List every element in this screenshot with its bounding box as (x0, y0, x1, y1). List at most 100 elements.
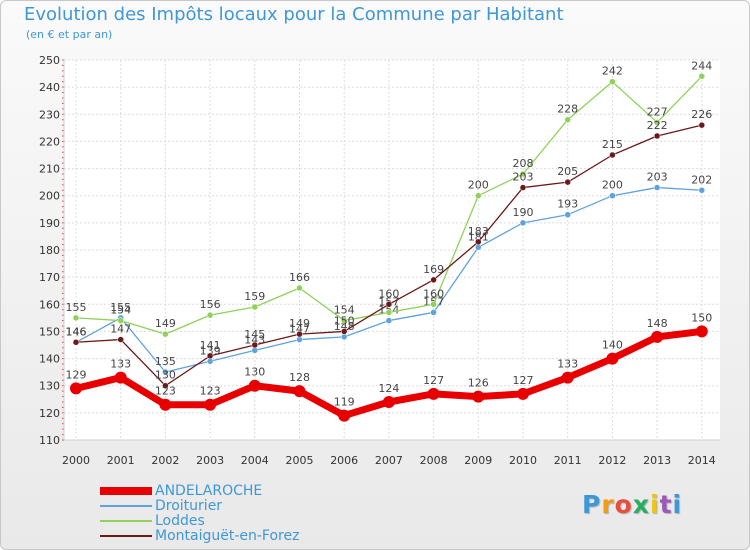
data-label: 226 (691, 108, 712, 121)
series-andelaroche: 129 133 123 123 130 128 119 124 127 126 127 133 140 1… (66, 311, 712, 422)
data-point (206, 358, 214, 365)
data-label: 150 (334, 314, 355, 327)
data-label: 123 (155, 385, 176, 398)
y-tick-label: 190 (39, 217, 60, 230)
data-point (251, 341, 259, 349)
x-tick-label: 2005 (286, 454, 314, 467)
y-tick-label: 130 (39, 380, 60, 393)
data-point (564, 211, 571, 218)
data-label: 149 (289, 317, 310, 330)
data-label: 146 (66, 325, 87, 338)
data-point (430, 301, 437, 308)
data-label: 127 (423, 374, 444, 387)
data-label: 127 (513, 374, 534, 387)
data-point (475, 244, 482, 251)
chart-subtitle: (en € et par an) (26, 28, 113, 41)
data-point (653, 119, 661, 126)
data-point (296, 330, 303, 338)
data-label: 126 (468, 377, 489, 390)
data-point (385, 309, 393, 316)
data-point (338, 409, 351, 422)
data-label: 169 (423, 263, 444, 276)
data-label: 129 (66, 368, 87, 381)
x-tick-label: 2014 (688, 454, 716, 467)
data-label: 155 (66, 301, 87, 314)
data-label: 123 (200, 385, 221, 398)
data-label: 208 (513, 157, 534, 170)
data-label: 203 (647, 171, 668, 184)
y-tick-label: 180 (39, 244, 60, 257)
data-point (606, 352, 619, 365)
x-tick-label: 2012 (598, 454, 626, 467)
data-point (72, 339, 80, 346)
data-label: 154 (110, 304, 131, 317)
data-point (382, 396, 395, 408)
data-point (251, 303, 259, 311)
legend-label: ANDELAROCHE (155, 483, 263, 499)
logo-letter: r (601, 490, 615, 519)
data-label: 159 (244, 290, 265, 303)
data-point (296, 336, 303, 343)
data-point (653, 184, 661, 191)
data-point (519, 184, 527, 191)
data-label: 150 (691, 311, 712, 324)
data-label: 124 (378, 382, 399, 395)
data-label: 183 (468, 225, 489, 238)
data-point (340, 333, 348, 341)
x-tick-label: 2003 (196, 454, 224, 467)
data-point (206, 311, 214, 319)
y-tick-label: 160 (39, 298, 60, 311)
x-tick-label: 2000 (62, 454, 90, 467)
data-point (251, 347, 259, 354)
data-point (564, 116, 571, 123)
data-point (472, 390, 485, 403)
data-point (117, 336, 124, 343)
data-point (695, 325, 708, 338)
data-label: 227 (647, 105, 668, 118)
data-point (430, 309, 437, 316)
data-label: 222 (647, 119, 668, 132)
data-label: 141 (200, 339, 221, 352)
data-label: 244 (691, 59, 712, 72)
legend-swatch (100, 487, 152, 495)
x-tick-label: 2006 (330, 454, 358, 467)
x-tick-label: 2001 (107, 454, 135, 467)
y-tick-label: 120 (39, 407, 60, 420)
data-point (162, 382, 169, 389)
data-label: 181 (468, 230, 489, 243)
y-tick-label: 140 (39, 353, 60, 366)
data-label: 160 (423, 287, 444, 300)
data-point (561, 371, 574, 384)
chart-title: Evolution des Impôts locaux pour la Comm… (24, 4, 564, 25)
data-point (517, 387, 529, 400)
data-label: 154 (334, 304, 355, 317)
y-tick-label: 250 (39, 54, 60, 67)
data-label: 200 (468, 179, 489, 192)
data-label: 160 (378, 287, 399, 300)
data-point (475, 192, 482, 199)
x-tick-label: 2013 (643, 454, 671, 467)
x-tick-label: 2009 (464, 454, 492, 467)
data-label: 148 (647, 317, 668, 330)
logo-letter: P (582, 490, 602, 519)
data-point (72, 314, 80, 322)
data-point (340, 317, 348, 324)
data-label: 242 (602, 65, 623, 78)
x-tick-label: 2004 (241, 454, 269, 467)
data-point (70, 382, 82, 395)
data-label: 200 (602, 179, 623, 192)
y-tick-label: 200 (39, 190, 60, 203)
data-point (609, 78, 616, 85)
data-label: 156 (200, 298, 221, 311)
data-point (159, 398, 172, 411)
data-label: 155 (110, 301, 131, 314)
data-point (564, 178, 571, 186)
legend-label: Droiturier (155, 498, 223, 514)
data-label: 166 (289, 271, 310, 284)
data-point (519, 170, 527, 178)
data-label: 149 (155, 317, 176, 330)
data-label: 215 (602, 138, 623, 151)
data-label: 119 (334, 396, 355, 409)
legend-swatch (100, 520, 152, 522)
data-point (206, 352, 214, 360)
